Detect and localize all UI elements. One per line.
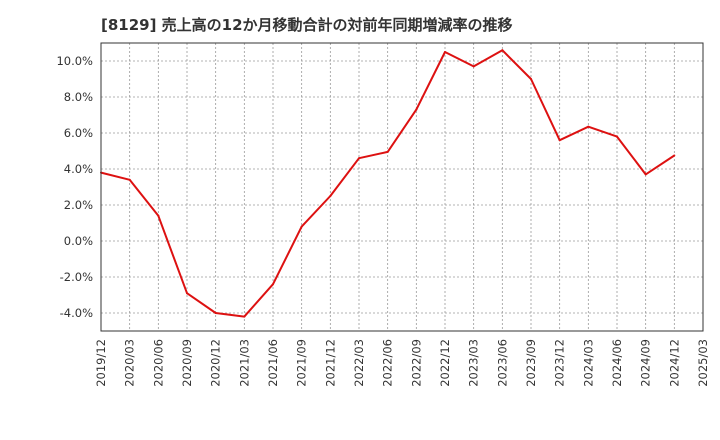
data-point <box>272 283 274 286</box>
x-tick-label: 2021/12 <box>323 339 337 387</box>
data-point <box>358 157 360 160</box>
data-point <box>444 51 446 53</box>
x-tick-label: 2024/09 <box>639 339 653 387</box>
x-tick-label: 2022/03 <box>352 339 366 387</box>
data-point <box>415 108 418 111</box>
x-tick-label: 2024/06 <box>610 339 624 387</box>
x-tick-label: 2020/12 <box>209 339 223 387</box>
x-tick-label: 2020/09 <box>180 339 194 387</box>
y-tick-label: 0.0% <box>64 234 93 248</box>
y-tick-label: 10.0% <box>56 54 93 68</box>
y-tick-label: 2.0% <box>64 198 93 212</box>
data-point <box>472 65 475 68</box>
x-tick-label: 2020/03 <box>123 339 137 387</box>
x-tick-label: 2020/06 <box>151 339 165 387</box>
x-tick-label: 2022/06 <box>381 339 395 387</box>
data-point <box>157 214 160 217</box>
y-tick-label: 6.0% <box>64 126 93 140</box>
x-tick-label: 2019/12 <box>94 339 108 387</box>
chart-title: [8129] 売上高の12か月移動合計の対前年同期増減率の推移 <box>101 16 513 34</box>
x-tick-label: 2022/09 <box>409 339 423 387</box>
data-point <box>616 135 618 138</box>
x-tick-label: 2023/03 <box>467 339 481 387</box>
y-tick-label: 8.0% <box>64 90 93 104</box>
x-tick-label: 2021/03 <box>237 339 251 387</box>
x-tick-label: 2023/12 <box>553 339 567 387</box>
x-axis: 2019/12 2020/03 2020/06 2020/09 2020/12 2021/… <box>94 339 710 387</box>
data-point <box>214 312 217 314</box>
x-tick-label: 2021/09 <box>295 339 309 387</box>
data-point <box>673 154 676 157</box>
data-point <box>386 150 389 153</box>
y-tick-label: -4.0% <box>60 306 93 320</box>
y-tick-label: -2.0% <box>60 270 93 284</box>
y-axis: -4.0% -2.0% 0.0% 2.0% 4.0% 6.0% 8.0% 10.0% <box>56 54 93 320</box>
data-point <box>558 139 561 142</box>
data-point <box>128 178 131 181</box>
data-point <box>300 225 303 228</box>
series <box>100 49 676 318</box>
x-tick-label: 2025/03 <box>696 339 710 387</box>
data-point <box>186 292 188 295</box>
x-tick-label: 2024/12 <box>667 339 681 387</box>
data-point <box>644 173 647 176</box>
data-point <box>243 315 246 318</box>
grid <box>101 43 703 331</box>
plot-frame <box>100 42 704 332</box>
x-tick-label: 2024/03 <box>581 339 595 387</box>
data-point <box>501 49 504 52</box>
x-tick-label: 2023/06 <box>495 339 509 387</box>
x-tick-label: 2022/12 <box>438 339 452 387</box>
x-tick-label: 2023/09 <box>524 339 538 387</box>
y-tick-label: 4.0% <box>64 162 93 176</box>
data-point <box>329 195 332 197</box>
data-point <box>530 78 532 80</box>
x-tick-label: 2021/06 <box>266 339 280 387</box>
data-point <box>587 125 590 128</box>
